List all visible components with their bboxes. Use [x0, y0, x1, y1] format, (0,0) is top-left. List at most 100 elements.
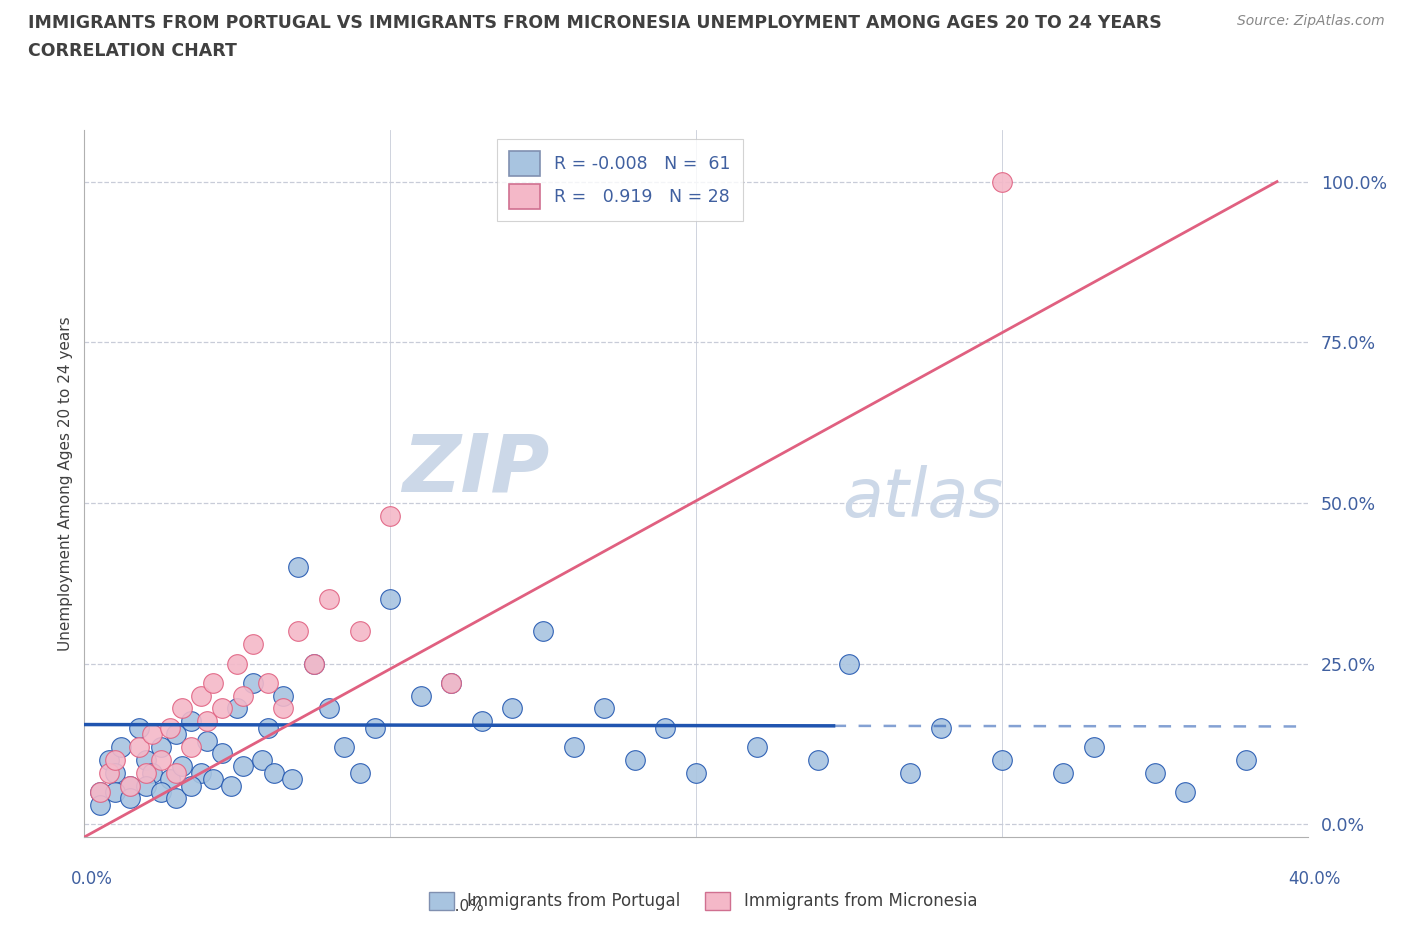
Point — [180, 714, 202, 729]
Point — [271, 701, 294, 716]
Point — [110, 739, 132, 754]
Point — [257, 721, 280, 736]
Point — [97, 752, 120, 767]
Point — [172, 701, 194, 716]
Point — [201, 772, 224, 787]
Point — [120, 778, 142, 793]
Point — [89, 785, 111, 800]
Point — [135, 765, 157, 780]
Point — [1234, 752, 1257, 767]
Point — [281, 772, 304, 787]
Point — [838, 656, 860, 671]
Point — [104, 752, 127, 767]
Point — [149, 785, 172, 800]
Point — [1143, 765, 1166, 780]
Legend: R = -0.008   N =  61, R =   0.919   N = 28: R = -0.008 N = 61, R = 0.919 N = 28 — [496, 139, 742, 221]
Point — [1174, 785, 1197, 800]
Point — [190, 765, 212, 780]
Point — [120, 778, 142, 793]
Point — [165, 726, 187, 741]
Point — [141, 765, 163, 780]
Point — [97, 765, 120, 780]
Point — [349, 765, 371, 780]
Point — [159, 721, 181, 736]
Point — [219, 778, 242, 793]
Text: 0.0%: 0.0% — [70, 870, 112, 888]
Point — [201, 675, 224, 690]
Point — [172, 759, 194, 774]
Text: Source: ZipAtlas.com: Source: ZipAtlas.com — [1237, 14, 1385, 28]
Point — [128, 739, 150, 754]
Point — [380, 591, 402, 606]
Point — [333, 739, 356, 754]
Point — [929, 721, 952, 736]
Point — [440, 675, 463, 690]
Text: 0.0%: 0.0% — [444, 899, 484, 914]
Point — [287, 624, 309, 639]
Point — [898, 765, 921, 780]
Point — [257, 675, 280, 690]
Point — [1052, 765, 1074, 780]
Point — [226, 701, 249, 716]
Point — [242, 637, 264, 652]
Point — [195, 733, 218, 748]
Y-axis label: Unemployment Among Ages 20 to 24 years: Unemployment Among Ages 20 to 24 years — [58, 316, 73, 651]
Text: atlas: atlas — [842, 465, 1004, 531]
Point — [195, 714, 218, 729]
Point — [232, 688, 254, 703]
Point — [180, 739, 202, 754]
Text: ZIP: ZIP — [402, 431, 550, 509]
Point — [318, 701, 340, 716]
Point — [302, 656, 325, 671]
Point — [562, 739, 585, 754]
Point — [211, 701, 233, 716]
Point — [807, 752, 830, 767]
Point — [409, 688, 432, 703]
Point — [165, 791, 187, 806]
Point — [471, 714, 494, 729]
Point — [250, 752, 273, 767]
Point — [159, 772, 181, 787]
Point — [263, 765, 285, 780]
Point — [135, 778, 157, 793]
Legend: Immigrants from Portugal, Immigrants from Micronesia: Immigrants from Portugal, Immigrants fro… — [422, 885, 984, 917]
Point — [440, 675, 463, 690]
Point — [226, 656, 249, 671]
Point — [747, 739, 769, 754]
Point — [120, 791, 142, 806]
Point — [271, 688, 294, 703]
Point — [104, 765, 127, 780]
Point — [318, 591, 340, 606]
Text: CORRELATION CHART: CORRELATION CHART — [28, 42, 238, 60]
Point — [991, 752, 1014, 767]
Point — [89, 797, 111, 812]
Point — [685, 765, 707, 780]
Point — [349, 624, 371, 639]
Point — [149, 739, 172, 754]
Point — [991, 174, 1014, 189]
Point — [128, 721, 150, 736]
Point — [104, 785, 127, 800]
Point — [502, 701, 524, 716]
Point — [593, 701, 616, 716]
Text: IMMIGRANTS FROM PORTUGAL VS IMMIGRANTS FROM MICRONESIA UNEMPLOYMENT AMONG AGES 2: IMMIGRANTS FROM PORTUGAL VS IMMIGRANTS F… — [28, 14, 1161, 32]
Point — [531, 624, 554, 639]
Point — [232, 759, 254, 774]
Point — [302, 656, 325, 671]
Point — [1083, 739, 1105, 754]
Point — [190, 688, 212, 703]
Point — [211, 746, 233, 761]
Point — [242, 675, 264, 690]
Point — [141, 726, 163, 741]
Point — [149, 752, 172, 767]
Point — [654, 721, 676, 736]
Text: 40.0%: 40.0% — [1288, 870, 1341, 888]
Point — [380, 509, 402, 524]
Point — [89, 785, 111, 800]
Point — [135, 752, 157, 767]
Point — [364, 721, 387, 736]
Point — [624, 752, 647, 767]
Point — [165, 765, 187, 780]
Point — [287, 560, 309, 575]
Point — [180, 778, 202, 793]
